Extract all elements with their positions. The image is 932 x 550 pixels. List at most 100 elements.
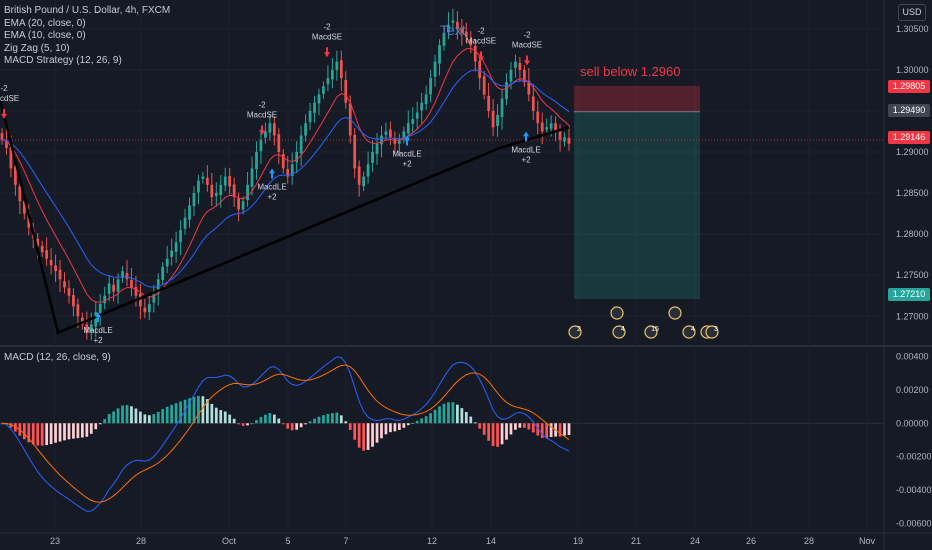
candle [130, 268, 133, 297]
candle [246, 172, 249, 207]
macd-histogram-bar [433, 409, 437, 424]
candle [161, 262, 165, 285]
zigzag-legend[interactable]: Zig Zag (5, 10) [4, 42, 70, 54]
currency-button[interactable]: USD [898, 4, 926, 21]
candle-body [228, 175, 232, 187]
price-tick-label: 1.27000 [896, 311, 929, 321]
macd-histogram-bar [397, 423, 401, 430]
sell-arrow-icon [524, 55, 530, 66]
candle-body [500, 98, 504, 117]
candle-body [460, 28, 464, 33]
macd-strategy-legend[interactable]: MACD Strategy (12, 26, 9) [4, 55, 122, 66]
candle [563, 132, 566, 147]
macd-histogram-bar [31, 423, 35, 445]
candle [147, 296, 151, 321]
macd-histogram-bar [331, 413, 334, 424]
macd-pane-legend[interactable]: MACD (12, 26, close, 9) [4, 352, 111, 363]
candle [438, 39, 441, 76]
candle [371, 140, 374, 172]
candle [223, 167, 227, 192]
candle-body [496, 115, 499, 127]
candle [326, 65, 330, 92]
candle-body [322, 86, 325, 94]
candle-body [549, 123, 553, 129]
buy-arrow-icon [404, 135, 410, 146]
candle [170, 238, 174, 266]
candle-body [438, 45, 441, 64]
candle [389, 121, 392, 146]
candle [469, 31, 473, 54]
candle [197, 174, 200, 205]
candle-body [45, 250, 49, 259]
candle-body [223, 176, 227, 186]
candle [393, 131, 397, 154]
macd-histogram-bar [295, 423, 299, 430]
macd-histogram-bar [429, 413, 432, 424]
marker-size: -2 [323, 22, 331, 31]
candle-body [518, 62, 522, 70]
marker-label: MacdSE [247, 110, 277, 119]
candle-body [130, 279, 133, 288]
price-tick-label: 1.30000 [896, 65, 929, 75]
candle-body [268, 123, 272, 133]
macd-histogram-bar [549, 423, 553, 437]
macd-histogram-bar [518, 423, 522, 428]
macd-histogram-bar [174, 403, 178, 424]
macd-histogram-bar [290, 423, 294, 431]
candle [264, 122, 267, 144]
candle-body [201, 176, 205, 179]
candle-body [563, 137, 566, 142]
ema20-legend[interactable]: EMA (20, close, 0) [4, 17, 86, 29]
candle [125, 260, 129, 287]
position-stop-zone [574, 85, 700, 112]
candle [322, 81, 325, 99]
economic-event-icon [682, 325, 696, 339]
candle [165, 245, 169, 274]
candle-body [98, 303, 102, 313]
candle [357, 160, 361, 197]
candle [45, 237, 49, 266]
macd-tick-label: -0.00600 [896, 519, 932, 529]
marker-size: +2 [521, 155, 531, 164]
macd-histogram-bar [40, 423, 44, 446]
symbol-title[interactable]: British Pound / U.S. Dollar, 4h, FXCM [4, 5, 171, 16]
candle-body [384, 131, 388, 135]
text-annotation[interactable]: Text [440, 22, 466, 38]
candle [232, 177, 236, 207]
candle [107, 275, 111, 302]
candle [366, 151, 370, 184]
candle [179, 220, 182, 256]
candle [299, 125, 303, 167]
candle [518, 57, 522, 82]
candle-body [197, 180, 200, 193]
candle-body [54, 265, 57, 272]
candle-body [241, 201, 245, 210]
candle [442, 27, 446, 51]
candle-body [447, 24, 450, 33]
ema10-legend[interactable]: EMA (10, close, 0) [4, 30, 86, 41]
candle-body [522, 69, 526, 83]
candle-body [487, 95, 491, 111]
candle [143, 298, 147, 319]
macd-histogram-bar [147, 415, 151, 424]
candle [255, 141, 258, 180]
macd-histogram-bar [281, 423, 285, 425]
sell-annotation[interactable]: sell below 1.2960 [580, 64, 681, 79]
candle-body [5, 140, 8, 148]
macd-histogram-bar [197, 395, 200, 424]
macd-histogram-bar [112, 411, 115, 424]
macd-histogram-bar [313, 418, 316, 424]
candle-body [299, 135, 303, 154]
candle [228, 168, 232, 195]
macd-histogram-bar [72, 423, 75, 439]
macd-histogram-bar [223, 411, 227, 424]
time-tick-label: 26 [746, 536, 756, 546]
candle [94, 301, 98, 338]
candle [80, 312, 84, 330]
candle-body [250, 168, 254, 187]
price-tick-label: 1.28000 [896, 229, 929, 239]
candle-body [9, 147, 13, 169]
event-count: 15 [651, 326, 659, 333]
macd-histogram-bar [58, 423, 62, 442]
